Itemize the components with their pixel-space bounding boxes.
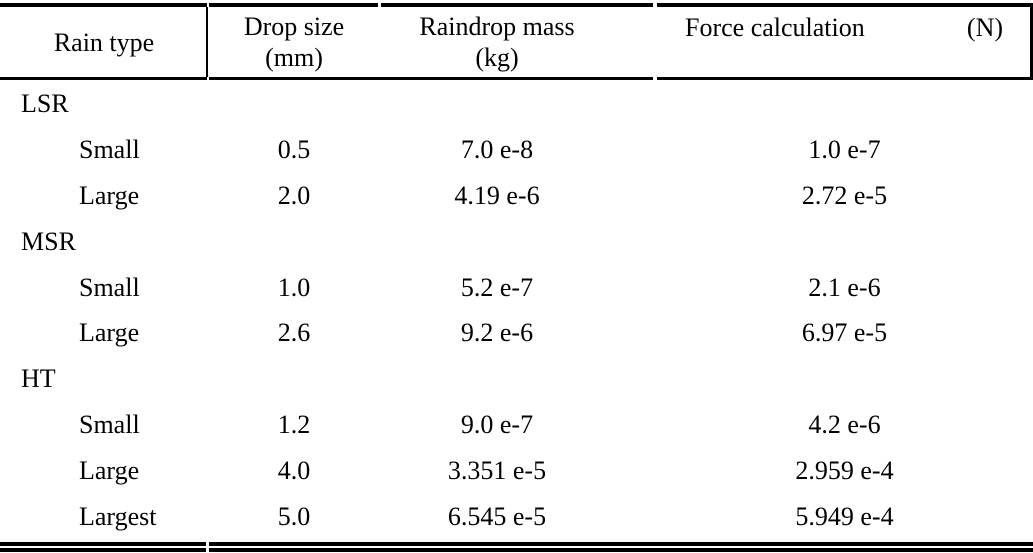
raindrop-mass-cell: 7.0 e-8 [460,134,534,164]
raindrop-mass-cell [380,356,656,402]
column-title: Force calculation [685,13,865,42]
rule-break [207,77,209,80]
table-body: LSR Small 0.5 7.0 e-8 1.0 e-7 Large 2.0 … [0,81,1033,540]
column-unit: (kg) [475,43,519,72]
rain-type-cell: Small [79,410,140,440]
raindrop-mass-cell: 6.545 e-5 [447,501,547,531]
force-cell: 6.97 e-5 [801,318,888,348]
column-header-rain-type: Rain type [0,7,208,77]
raindrop-mass-cell: 5.2 e-7 [460,272,534,302]
raindrop-mass-cell: 9.2 e-6 [460,318,534,348]
drop-size-cell: 2.0 [277,180,311,210]
force-cell: 1.0 e-7 [808,134,881,164]
force-cell: 4.2 e-6 [808,410,881,440]
raindrop-mass-cell: 4.19 e-6 [454,180,540,210]
table-header-row: Rain type Drop size (mm) Raindrop mass (… [0,7,1033,77]
table-top-rule [0,3,1033,7]
rain-type-cell: Large [79,318,140,348]
force-cell [656,219,1033,265]
header-right-border [1030,3,1033,80]
drop-size-cell [208,219,380,265]
column-title: Rain type [53,27,155,57]
rain-type-cell: MSR [21,226,76,256]
drop-size-cell: 1.0 [277,272,311,302]
rule-break [653,3,657,7]
rule-break [207,3,209,7]
rain-type-cell: Small [79,272,140,302]
column-unit: (N) [966,13,1003,42]
column-unit: (mm) [265,43,323,72]
table-bottom-rule-inner [0,548,1033,552]
column-header-drop-size: Drop size (mm) [208,7,380,77]
column-header-raindrop-mass: Raindrop mass (kg) [380,7,656,77]
rain-type-cell: Large [79,180,140,210]
raindrop-mass-cell [380,81,656,127]
force-cell: 2.1 e-6 [808,272,881,302]
rain-type-cell: HT [21,364,56,394]
header-bottom-rule [0,77,1033,80]
drop-size-cell [208,81,380,127]
raindrop-mass-cell: 9.0 e-7 [460,410,534,440]
rule-break [653,77,657,80]
drop-size-cell: 1.2 [277,410,311,440]
raindrop-mass-cell [380,219,656,265]
rule-break [378,3,381,7]
table-bottom-rule-outer [0,542,1033,546]
force-cell [656,81,1033,127]
drop-size-cell: 0.5 [277,134,311,164]
drop-size-cell: 2.6 [277,318,311,348]
column-title: Drop size [243,12,345,41]
rain-type-cell: Large [79,456,140,486]
column-header-force-calculation: Force calculation (N) [656,7,1033,77]
rain-type-cell: Largest [79,501,157,531]
force-cell: 2.959 e-4 [795,456,894,486]
rain-type-cell: LSR [21,88,69,118]
force-cell: 5.949 e-4 [795,501,894,531]
rain-type-cell: Small [79,134,140,164]
raindrop-mass-cell: 3.351 e-5 [447,456,547,486]
rule-break [206,542,209,552]
drop-size-cell: 5.0 [277,501,311,531]
force-cell [656,356,1033,402]
column-title: Raindrop mass [419,12,575,41]
drop-size-cell [208,356,380,402]
header-column-divider [206,3,208,80]
drop-size-cell: 4.0 [277,456,311,486]
force-cell: 2.72 e-5 [801,180,888,210]
